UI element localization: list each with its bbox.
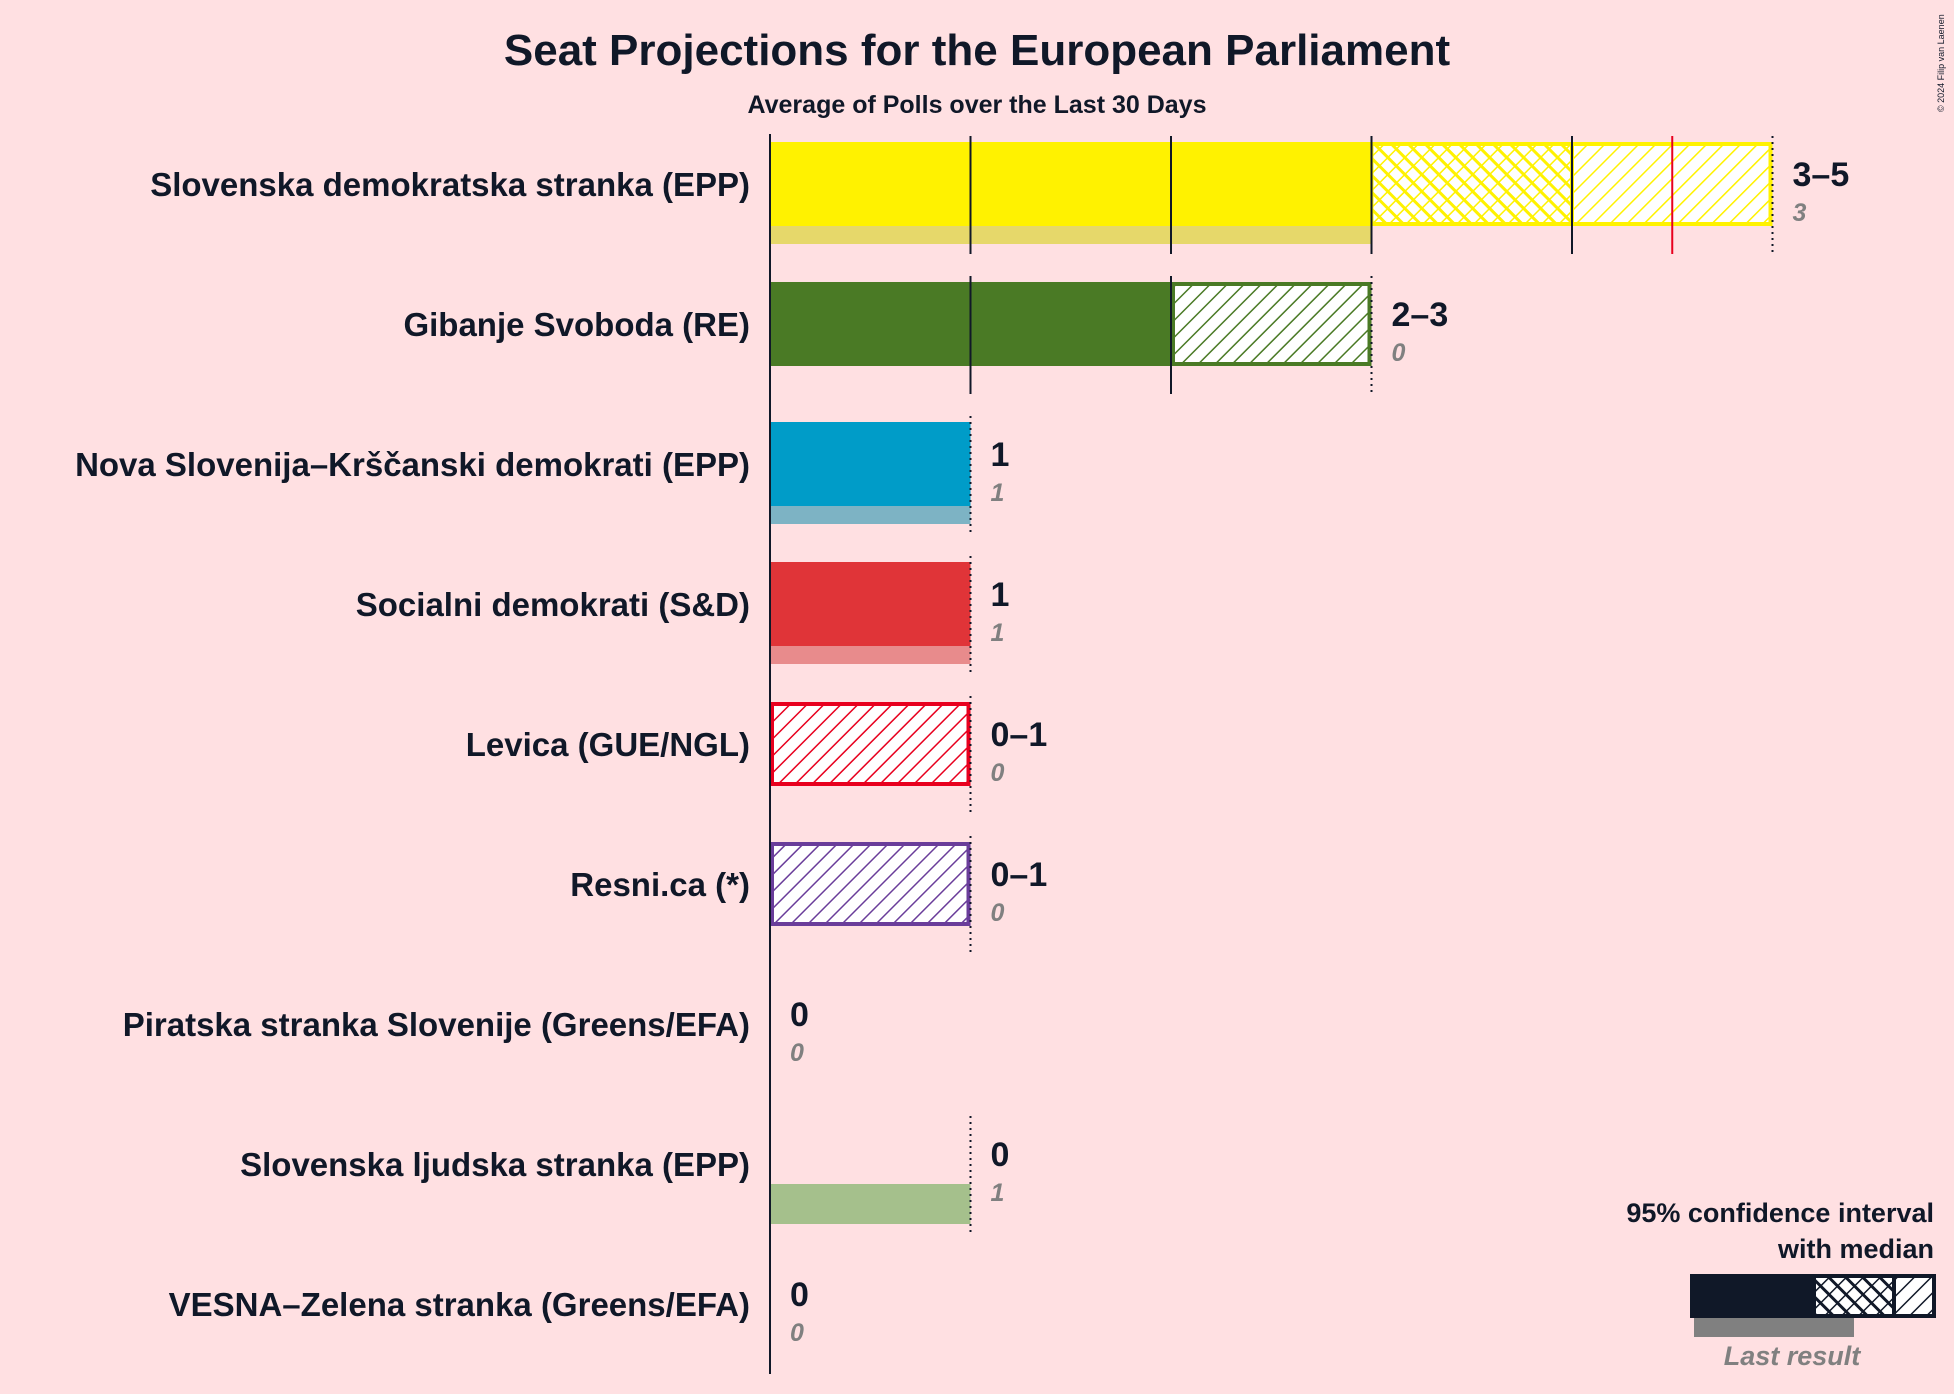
legend-crosshatch-bar xyxy=(1812,1274,1896,1318)
party-row-7: Slovenska ljudska stranka (EPP) 0 1 xyxy=(240,1116,1009,1234)
party-row-2: Nova Slovenija–Krščanski demokrati (EPP)… xyxy=(75,416,1009,534)
legend-hatch-bar xyxy=(1892,1274,1936,1318)
last-result-label: 3 xyxy=(1793,199,1807,227)
range-label: 0–1 xyxy=(991,856,1048,894)
legend: 95% confidence interval with median Last… xyxy=(1626,1198,1936,1371)
ci-solid-bar xyxy=(770,142,1372,226)
last-result-label: 1 xyxy=(991,479,1005,507)
range-label: 0 xyxy=(790,996,809,1034)
legend-last-result-label: Last result xyxy=(1724,1341,1862,1371)
range-label: 0–1 xyxy=(991,716,1048,754)
chart-title: Seat Projections for the European Parlia… xyxy=(504,26,1451,75)
copyright-text: © 2024 Filip van Laenen xyxy=(1936,14,1946,112)
range-label: 0 xyxy=(790,1276,809,1314)
last-result-label: 0 xyxy=(790,1319,804,1347)
party-label: Piratska stranka Slovenije (Greens/EFA) xyxy=(123,1006,750,1043)
party-label: Slovenska ljudska stranka (EPP) xyxy=(240,1146,750,1183)
legend-ci-line1: 95% confidence interval xyxy=(1626,1198,1934,1228)
chart-subtitle: Average of Polls over the Last 30 Days xyxy=(748,91,1207,119)
ci-solid-bar xyxy=(770,562,971,646)
party-label: Nova Slovenija–Krščanski demokrati (EPP) xyxy=(75,446,750,483)
last-result-label: 0 xyxy=(1392,339,1406,367)
party-row-4: Levica (GUE/NGL) 0–1 0 xyxy=(466,696,1047,814)
last-result-label: 0 xyxy=(790,1039,804,1067)
party-label: Resni.ca (*) xyxy=(570,866,750,903)
party-row-8: VESNA–Zelena stranka (Greens/EFA) 0 0 xyxy=(169,1276,809,1347)
legend-ci-line2: with median xyxy=(1777,1234,1934,1264)
party-row-6: Piratska stranka Slovenije (Greens/EFA) 0… xyxy=(123,996,809,1067)
ci-hatched-bar xyxy=(770,842,971,926)
party-label: Slovenska demokratska stranka (EPP) xyxy=(150,166,750,203)
ci-solid-bar xyxy=(770,422,971,506)
ci-hatched-bar xyxy=(770,702,971,786)
party-row-3: Socialni demokrati (S&D) 1 1 xyxy=(356,556,1010,674)
party-row-5: Resni.ca (*) 0–1 0 xyxy=(570,836,1047,954)
party-label: Levica (GUE/NGL) xyxy=(466,726,750,763)
range-label: 0 xyxy=(991,1136,1010,1174)
range-label: 1 xyxy=(991,436,1010,474)
plot-area: Slovenska demokratska stranka (EPP) 3–5 3 G… xyxy=(75,134,1849,1374)
party-row-0: Slovenska demokratska stranka (EPP) 3–5 3 xyxy=(150,136,1849,254)
party-label: Gibanje Svoboda (RE) xyxy=(403,306,750,343)
last-result-label: 0 xyxy=(991,899,1005,927)
party-label: Socialni demokrati (S&D) xyxy=(356,586,750,623)
range-label: 2–3 xyxy=(1392,296,1449,334)
range-label: 3–5 xyxy=(1793,156,1850,194)
party-label: VESNA–Zelena stranka (Greens/EFA) xyxy=(169,1286,750,1323)
last-result-bar xyxy=(770,1184,971,1224)
last-result-label: 1 xyxy=(991,619,1005,647)
ci-crosshatch-bar xyxy=(1369,142,1574,226)
last-result-label: 0 xyxy=(991,759,1005,787)
legend-solid-bar xyxy=(1690,1274,1814,1318)
ci-hatched-bar xyxy=(1171,282,1372,366)
party-row-1: Gibanje Svoboda (RE) 2–3 0 xyxy=(403,276,1448,394)
range-label: 1 xyxy=(991,576,1010,614)
last-result-label: 1 xyxy=(991,1179,1005,1207)
